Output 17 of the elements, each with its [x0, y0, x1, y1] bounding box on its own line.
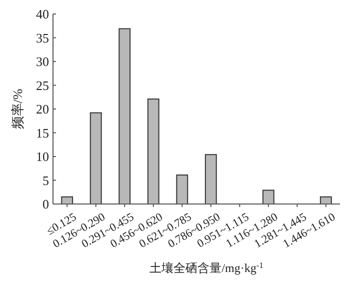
y-tick-label: 5	[42, 172, 49, 188]
bar	[90, 112, 102, 204]
bar	[147, 98, 160, 204]
bar	[204, 154, 217, 204]
bar	[118, 28, 131, 204]
y-tick-label: 20	[36, 102, 49, 117]
bar	[262, 190, 274, 204]
y-tick-label: 15	[36, 125, 49, 140]
y-tick-label: 25	[36, 78, 49, 93]
y-axis-title: 频率/%	[10, 88, 25, 130]
x-axis-title: 土壤全硒含量/mg·kg$^{-1}$	[150, 260, 264, 275]
y-tick-label: 0	[42, 196, 49, 212]
y-tick-label: 10	[36, 149, 49, 164]
y-tick-label: 40	[36, 6, 49, 22]
bar	[176, 174, 188, 204]
y-tick-label: 30	[36, 54, 49, 70]
y-tick-label: 35	[36, 30, 49, 46]
